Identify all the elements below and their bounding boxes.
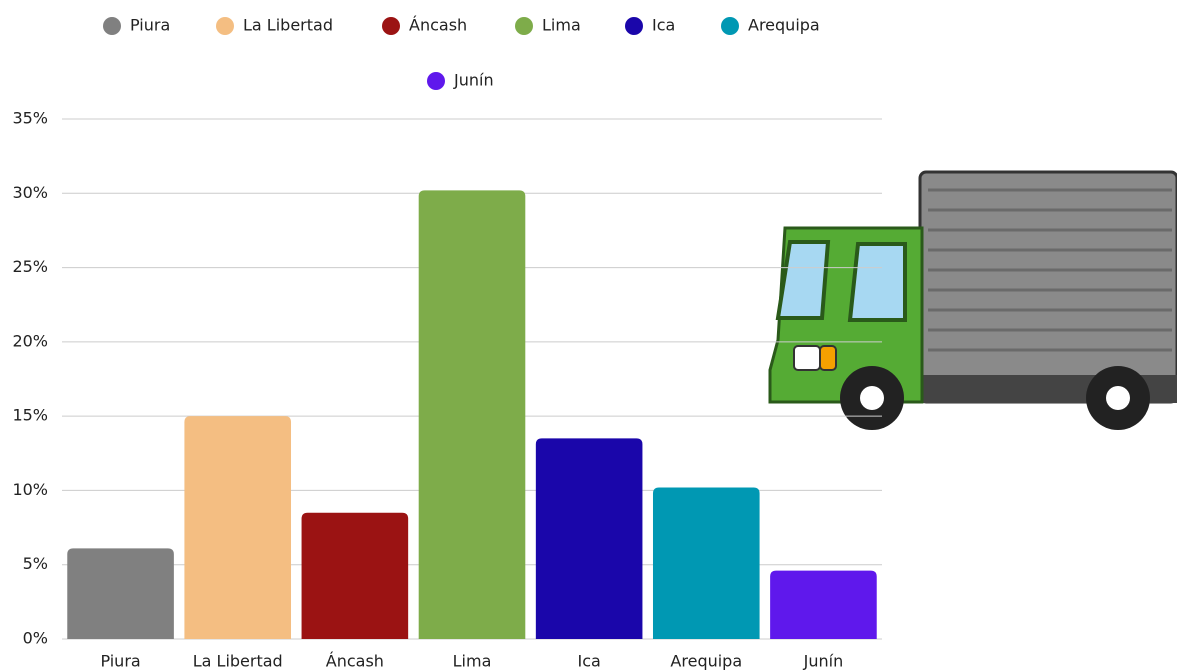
y-tick-label: 5% bbox=[23, 554, 48, 573]
y-tick-label: 35% bbox=[12, 109, 48, 128]
bar bbox=[67, 548, 174, 639]
legend-swatch bbox=[427, 72, 445, 90]
legend-label: Lima bbox=[542, 16, 581, 35]
x-tick-label: Áncash bbox=[326, 652, 384, 671]
x-tick-label: Ica bbox=[577, 652, 600, 671]
x-tick-label: Piura bbox=[100, 652, 140, 671]
bar bbox=[770, 570, 877, 639]
x-tick-label: Junín bbox=[803, 652, 844, 671]
bar bbox=[652, 487, 760, 639]
bar bbox=[418, 190, 526, 640]
legend-label: La Libertad bbox=[243, 16, 333, 35]
x-tick-label: Lima bbox=[453, 652, 492, 671]
legend-label: Piura bbox=[130, 16, 170, 35]
legend-swatch bbox=[721, 17, 739, 35]
legend-swatch bbox=[382, 17, 400, 35]
legend-label: Arequipa bbox=[748, 16, 820, 35]
x-tick-label: La Libertad bbox=[193, 652, 283, 671]
y-tick-label: 25% bbox=[12, 257, 48, 276]
legend-label: Junín bbox=[453, 71, 494, 90]
y-tick-label: 20% bbox=[12, 331, 48, 350]
y-tick-label: 10% bbox=[12, 480, 48, 499]
legend-label: Áncash bbox=[409, 16, 467, 35]
bar bbox=[535, 438, 643, 639]
y-tick-label: 15% bbox=[12, 406, 48, 425]
legend-label: Ica bbox=[652, 16, 675, 35]
truck-illustration bbox=[768, 170, 1177, 430]
bar bbox=[184, 416, 292, 639]
x-tick-label: Arequipa bbox=[670, 652, 742, 671]
y-tick-label: 0% bbox=[23, 629, 48, 648]
legend-swatch bbox=[216, 17, 234, 35]
y-tick-label: 30% bbox=[12, 183, 48, 202]
bar bbox=[301, 512, 409, 639]
legend-swatch bbox=[103, 17, 121, 35]
legend-swatch bbox=[625, 17, 643, 35]
legend-swatch bbox=[515, 17, 533, 35]
